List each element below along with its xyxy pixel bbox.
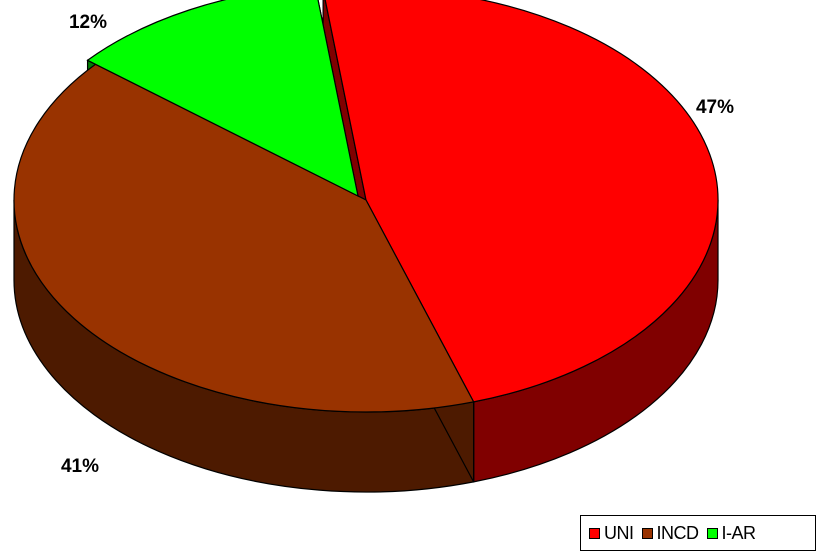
legend-label-i-ar: I-AR — [721, 522, 757, 543]
pie-slice-uni — [324, 0, 719, 403]
legend-item-incd: INCD — [641, 522, 700, 544]
legend-label-incd: INCD — [656, 522, 700, 543]
pie-slice-incd — [13, 63, 475, 413]
data-label-i-ar: 12% — [69, 12, 107, 33]
legend-item-uni: UNI — [589, 523, 634, 544]
data-label-incd: 41% — [61, 456, 99, 477]
legend-swatch-i-ar — [706, 527, 718, 539]
legend-label-uni: UNI — [604, 522, 634, 543]
data-label-uni: 47% — [696, 97, 734, 118]
pie-slice-i-ar — [86, 0, 359, 198]
legend-swatch-incd — [641, 527, 653, 539]
pie-labels: 47% 41% 12% — [61, 12, 734, 477]
legend-item-i-ar: I-AR — [706, 522, 757, 544]
chart-legend: UNI INCD I-AR — [580, 515, 816, 551]
pie-tops — [13, 0, 719, 413]
legend-swatch-uni — [589, 527, 600, 539]
